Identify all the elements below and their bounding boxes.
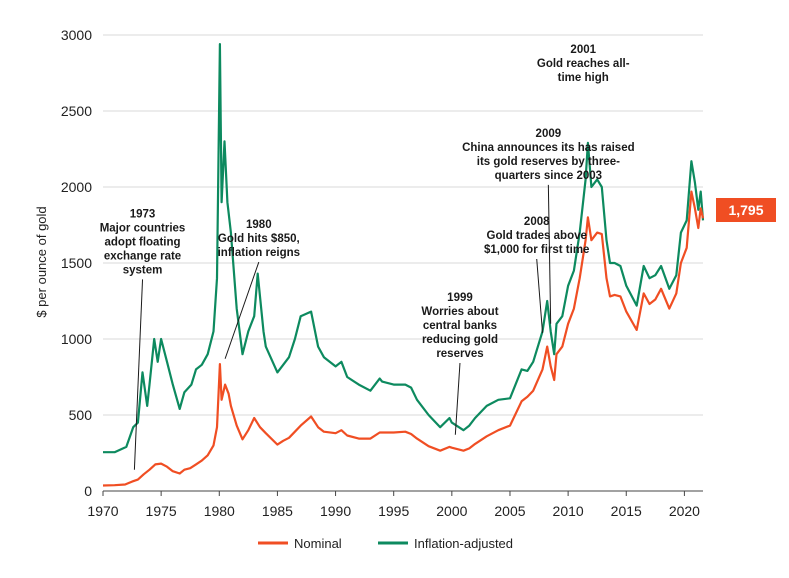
annotation-text-line: its gold reserves by three- bbox=[477, 156, 620, 168]
annotation-text-line: time high bbox=[558, 72, 609, 84]
y-tick-label: 2000 bbox=[61, 179, 92, 195]
series-lines bbox=[102, 43, 705, 487]
y-tick-label: 2500 bbox=[61, 103, 92, 119]
annotation-text-line: Gold trades above bbox=[487, 230, 587, 242]
x-tick-label: 2015 bbox=[611, 503, 642, 519]
y-tick-label: 500 bbox=[69, 407, 93, 423]
series-line-inflation-adjusted bbox=[103, 43, 705, 454]
x-tick-label: 1985 bbox=[262, 503, 293, 519]
annotation-text-line: Gold reaches all- bbox=[537, 58, 630, 70]
y-tick-label: 1000 bbox=[61, 331, 92, 347]
annotations: 1973 Major countries adopt floating exchang… bbox=[100, 44, 635, 360]
annotation-1980: 1980 Gold hits $850, inflation reigns bbox=[218, 219, 300, 259]
annotation-pointer-1999 bbox=[454, 362, 461, 435]
annotation-2008: 2008 Gold trades above $1,000 for first ti… bbox=[484, 216, 589, 256]
series-line-nominal bbox=[102, 190, 705, 487]
annotation-text-line: 2001 bbox=[570, 44, 596, 56]
annotation-pointer-2009 bbox=[547, 184, 552, 324]
annotation-text-line: Worries about bbox=[421, 306, 498, 318]
annotation-text-line: 1980 bbox=[246, 219, 272, 231]
latest-value-badge-text: 1,795 bbox=[728, 202, 763, 218]
annotation-1973: 1973 Major countries adopt floating exchang… bbox=[100, 208, 186, 276]
x-tick-label: 2005 bbox=[494, 503, 525, 519]
legend: Nominal Inflation-adjusted bbox=[258, 536, 513, 551]
axes: 0 500 1000 1500 2000 2500 3000 1970 1975 1980 1985… bbox=[61, 27, 703, 519]
annotation-pointers bbox=[133, 184, 552, 470]
grid-lines bbox=[103, 34, 703, 492]
annotation-1999: 1999 Worries about central banks reducing g… bbox=[421, 292, 498, 360]
annotation-pointer-2008 bbox=[536, 258, 544, 333]
x-tick-label: 2000 bbox=[436, 503, 467, 519]
annotation-2001: 2001 Gold reaches all-time high bbox=[537, 44, 630, 84]
annotation-text-line: reducing gold bbox=[422, 334, 498, 346]
annotation-text-line: central banks bbox=[423, 320, 497, 332]
annotation-text-line: 2008 bbox=[524, 216, 550, 228]
y-axis-label: $ per ounce of gold bbox=[34, 206, 49, 317]
annotation-text-line: system bbox=[123, 264, 163, 276]
annotation-text-line: 2009 bbox=[536, 128, 562, 140]
annotation-2009: 2009 China announces its has raised its go… bbox=[462, 128, 635, 182]
annotation-text-line: quarters since 2003 bbox=[495, 170, 602, 182]
annotation-text-line: reserves bbox=[436, 348, 483, 360]
x-tick-label: 1975 bbox=[146, 503, 177, 519]
x-tick-label: 1990 bbox=[320, 503, 351, 519]
latest-value-badge: 1,795 bbox=[716, 198, 776, 222]
annotation-pointer-1973 bbox=[133, 279, 144, 470]
annotation-text-line: China announces its has raised bbox=[462, 142, 635, 154]
y-tick-label: 3000 bbox=[61, 27, 92, 43]
legend-label-nominal: Nominal bbox=[294, 536, 342, 551]
x-tick-label: 1970 bbox=[87, 503, 118, 519]
y-tick-label: 1500 bbox=[61, 255, 92, 271]
latest-value-badge-bg bbox=[716, 198, 776, 222]
x-tick-label: 2010 bbox=[553, 503, 584, 519]
annotation-text-line: inflation reigns bbox=[218, 247, 300, 259]
y-tick-label: 0 bbox=[84, 483, 92, 499]
annotation-text-line: exchange rate bbox=[104, 250, 181, 262]
legend-label-inflation-adjusted: Inflation-adjusted bbox=[414, 536, 513, 551]
annotation-text-line: 1999 bbox=[447, 292, 473, 304]
annotation-text-line: 1973 bbox=[130, 208, 156, 220]
annotation-text-line: Gold hits $850, bbox=[218, 233, 300, 245]
annotation-text-line: adopt floating bbox=[105, 236, 181, 248]
annotation-text-line: Major countries bbox=[100, 222, 186, 234]
x-tick-label: 2020 bbox=[669, 503, 700, 519]
annotation-text-line: $1,000 for first time bbox=[484, 244, 589, 256]
x-tick-label: 1995 bbox=[378, 503, 409, 519]
annotation-pointer-1980 bbox=[224, 261, 260, 359]
x-tick-label: 1980 bbox=[204, 503, 235, 519]
